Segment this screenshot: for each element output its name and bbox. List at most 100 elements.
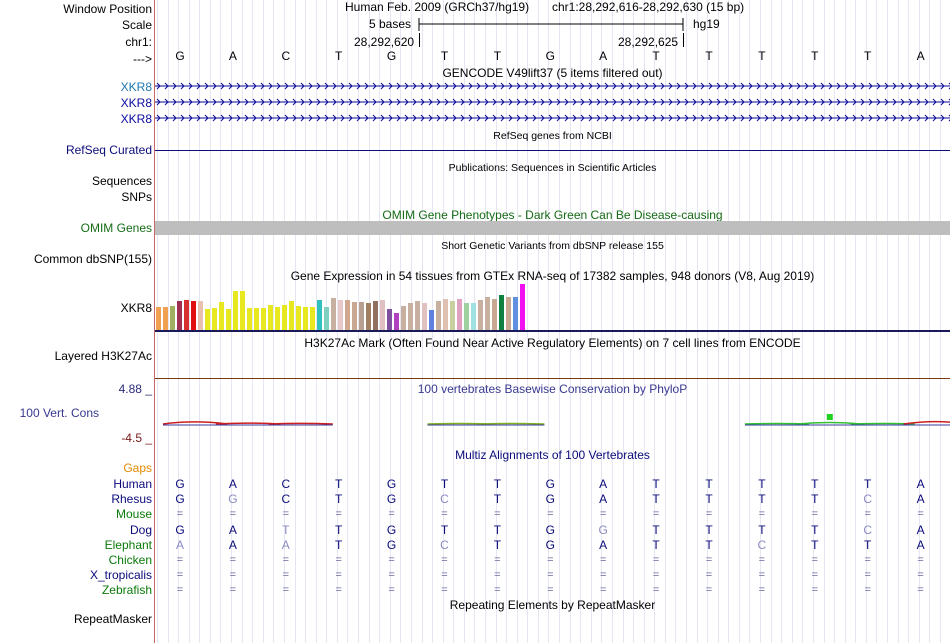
alignment-base: A (228, 522, 237, 537)
track-data-area[interactable]: Human Feb. 2009 (GRCh37/hg19) chr1:28,29… (155, 0, 950, 643)
gtex-tissue-bar[interactable] (352, 302, 357, 330)
gtex-tissue-bar[interactable] (436, 301, 441, 330)
gencode-transcript-3[interactable] (155, 113, 950, 123)
species-label[interactable]: Elephant (104, 537, 152, 552)
label-cons-max: 4.88 _ (118, 382, 152, 396)
alignment-base: = (864, 508, 871, 521)
label-omim-genes[interactable]: OMIM Genes (80, 221, 152, 235)
gtex-tissue-bar[interactable] (233, 291, 238, 330)
gtex-tissue-bar[interactable] (310, 307, 315, 330)
gtex-tissue-bar[interactable] (219, 302, 224, 330)
refseq-gene-line[interactable] (155, 150, 950, 151)
gtex-tissue-bar[interactable] (240, 291, 245, 330)
alignment-base: T (493, 477, 502, 491)
gtex-tissue-bar[interactable] (331, 298, 336, 330)
omim-gene-bar[interactable] (155, 221, 950, 235)
species-label[interactable]: Chicken (108, 553, 152, 567)
gtex-tissue-bar[interactable] (401, 306, 406, 330)
gtex-tissue-bar[interactable] (373, 301, 378, 330)
gtex-tissue-bar[interactable] (471, 303, 476, 330)
gtex-bar-chart[interactable] (155, 284, 555, 330)
gencode-transcript-1[interactable] (155, 81, 950, 91)
gtex-tissue-bar[interactable] (429, 310, 434, 330)
gridline (760, 0, 761, 643)
gtex-tissue-bar[interactable] (338, 300, 343, 330)
gtex-tissue-bar[interactable] (156, 307, 161, 330)
label-gencode-xkr8-3[interactable]: XKR8 (120, 112, 152, 126)
gtex-tissue-bar[interactable] (464, 303, 469, 330)
species-label[interactable]: Rhesus (111, 492, 152, 507)
label-gaps[interactable]: Gaps (123, 461, 152, 475)
repeatmasker-track-title: Repeating Elements by RepeatMasker (449, 598, 656, 612)
species-label[interactable]: Mouse (115, 507, 152, 522)
species-label[interactable]: Dog (129, 522, 152, 537)
label-refseq-curated[interactable]: RefSeq Curated (65, 143, 152, 157)
gtex-tissue-bar[interactable] (387, 309, 392, 330)
gtex-tissue-bar[interactable] (170, 306, 175, 330)
species-label[interactable]: X_tropicalis (89, 568, 152, 583)
label-snps[interactable]: SNPs (121, 190, 152, 204)
gtex-tissue-bar[interactable] (506, 297, 511, 330)
gtex-tissue-bar[interactable] (261, 308, 266, 330)
gtex-tissue-bar[interactable] (443, 299, 448, 330)
gtex-tissue-bar[interactable] (163, 307, 168, 330)
dna-base: G (386, 49, 397, 63)
gtex-tissue-bar[interactable] (226, 309, 231, 330)
gtex-tissue-bar[interactable] (485, 297, 490, 330)
gtex-tissue-bar[interactable] (254, 308, 259, 330)
gtex-tissue-bar[interactable] (394, 313, 399, 330)
gtex-tissue-bar[interactable] (513, 297, 518, 330)
gtex-tissue-bar[interactable] (415, 301, 420, 330)
gtex-tissue-bar[interactable] (289, 301, 294, 330)
gtex-tissue-bar[interactable] (296, 306, 301, 330)
gtex-tissue-bar[interactable] (499, 295, 504, 330)
label-chr[interactable]: chr1: (125, 35, 152, 49)
label-gencode-xkr8-1[interactable]: XKR8 (120, 80, 152, 94)
gtex-tissue-bar[interactable] (359, 302, 364, 330)
alignment-base: = (229, 554, 237, 566)
gtex-tissue-bar[interactable] (408, 303, 413, 330)
label-window-position[interactable]: Window Position (63, 2, 152, 16)
gridline (739, 0, 740, 643)
gtex-tissue-bar[interactable] (478, 300, 483, 330)
alignment-base: A (228, 537, 237, 552)
gtex-tissue-bar[interactable] (457, 299, 462, 330)
gencode-transcript-2[interactable] (155, 97, 950, 107)
gtex-tissue-bar[interactable] (247, 308, 252, 330)
gtex-tissue-bar[interactable] (205, 309, 210, 330)
gtex-tissue-bar[interactable] (198, 301, 203, 330)
label-gtex-xkr8[interactable]: XKR8 (120, 301, 152, 315)
label-gencode-xkr8-2[interactable]: XKR8 (120, 96, 152, 110)
gtex-tissue-bar[interactable] (275, 307, 280, 330)
gtex-tissue-bar[interactable] (520, 284, 525, 330)
label-common-dbsnp[interactable]: Common dbSNP(155) (33, 252, 152, 266)
gtex-tissue-bar[interactable] (268, 305, 273, 330)
gtex-tissue-bar[interactable] (177, 301, 182, 330)
gtex-tissue-bar[interactable] (450, 301, 455, 330)
label-arrow[interactable]: ---> (133, 52, 152, 66)
species-label[interactable]: Zebrafish (101, 583, 152, 598)
gtex-tissue-bar[interactable] (282, 305, 287, 330)
gtex-tissue-bar[interactable] (492, 299, 497, 330)
gtex-tissue-bar[interactable] (212, 308, 217, 330)
alignment-base: T (335, 522, 343, 537)
gtex-tissue-bar[interactable] (366, 303, 371, 330)
label-sequences[interactable]: Sequences (91, 174, 152, 188)
gtex-tissue-bar[interactable] (191, 301, 196, 330)
species-label[interactable]: Human (113, 477, 152, 491)
label-vert-cons[interactable]: 100 Vert. Cons (19, 406, 99, 420)
gtex-tissue-bar[interactable] (324, 307, 329, 330)
gridline (824, 0, 825, 643)
gtex-tissue-bar[interactable] (303, 307, 308, 330)
phylop-graph[interactable] (155, 400, 950, 440)
gtex-tissue-bar[interactable] (184, 300, 189, 330)
gtex-tissue-bar[interactable] (422, 303, 427, 330)
gtex-tissue-bar[interactable] (380, 300, 385, 330)
label-repeatmasker[interactable]: RepeatMasker (73, 612, 152, 626)
gtex-tissue-bar[interactable] (317, 300, 322, 330)
label-layered-h3k27ac[interactable]: Layered H3K27Ac (54, 349, 152, 363)
label-scale[interactable]: Scale (121, 18, 152, 32)
gtex-tissue-bar[interactable] (345, 300, 350, 330)
alignment-base: C (863, 522, 873, 537)
